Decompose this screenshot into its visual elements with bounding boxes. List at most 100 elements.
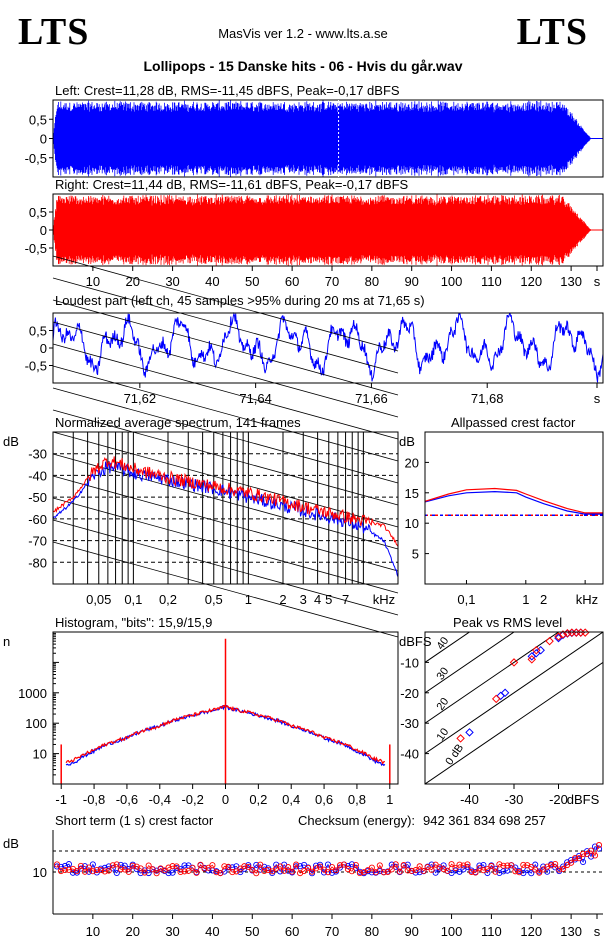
- peakrms-diagonal-label: 30: [435, 665, 452, 682]
- crest-point-right: [352, 861, 359, 869]
- histogram-xtick-label: -0,4: [149, 792, 171, 807]
- spectrum-xtick-label: 0,5: [205, 592, 223, 607]
- crest-point-right: [544, 863, 551, 870]
- crest-point-right: [277, 863, 284, 870]
- allpass-ytick-label: 20: [405, 455, 419, 470]
- crest-xtick-label: 110: [481, 924, 502, 939]
- peakrms-ytick-label: -20: [400, 686, 419, 701]
- crest-point-left: [145, 869, 152, 877]
- loudest-title: Loudest part (left ch, 45 samples >95% d…: [55, 293, 425, 308]
- crest-point-right: [241, 863, 248, 870]
- time-xtick-label: 110: [481, 274, 502, 289]
- crest-point-right: [197, 861, 204, 868]
- time-xtick-label: 70: [325, 274, 339, 289]
- time-xtick-label: 120: [520, 274, 542, 289]
- crest-point-left: [113, 869, 120, 877]
- spectrum-slope-line: [52, 519, 399, 616]
- time-xtick-label: s: [594, 274, 601, 289]
- histogram-xtick-label: -0,2: [181, 792, 203, 807]
- crest-point-right: [508, 862, 515, 869]
- peakrms-point-left: [465, 728, 474, 737]
- peakrms-point-left: [536, 645, 545, 655]
- crest-point-right: [560, 865, 567, 872]
- crest-point-right: [372, 869, 379, 876]
- crest-point-right: [524, 862, 531, 869]
- spectrum-xtick-label: 7: [342, 592, 349, 607]
- spectrum-ytick-label: -70: [28, 534, 47, 549]
- crest-point-right: [169, 863, 176, 870]
- histogram-ytick-label: 10: [33, 747, 47, 762]
- logo-right: LTS: [516, 11, 588, 53]
- spectrum-xtick-label: 0,1: [124, 592, 142, 607]
- right-channel-ytick-label: -0,5: [25, 241, 47, 256]
- right-channel-ytick-label: 0,5: [29, 205, 47, 220]
- crest-point-right: [488, 863, 495, 870]
- crest-point-left: [181, 862, 188, 869]
- spectrum-ytick-label: -30: [28, 447, 47, 462]
- allpass-series-right: [424, 487, 603, 514]
- spectrum-xtick-label: 1: [245, 592, 252, 607]
- crest-point-right: [221, 863, 228, 870]
- crest-point-right: [500, 862, 507, 869]
- crest-point-left: [245, 862, 252, 869]
- right-channel-title: Right: Crest=11,44 dB, RMS=-11,61 dBFS, …: [55, 177, 409, 192]
- crest-point-left: [293, 863, 300, 870]
- allpass-ytick-label: 5: [412, 547, 419, 562]
- crest-point-right: [428, 866, 435, 873]
- crest-point-right: [420, 867, 427, 875]
- crest-point-right: [137, 865, 144, 872]
- crest-point-right: [452, 864, 459, 871]
- spectrum-slope-line: [52, 409, 399, 506]
- crest-point-right: [336, 862, 344, 869]
- crest-point-right: [368, 864, 375, 871]
- crest-point-right: [181, 868, 188, 875]
- crest-point-left: [253, 861, 260, 868]
- peakrms-ytick-label: -40: [400, 747, 419, 762]
- crest-point-right: [193, 869, 200, 876]
- checksum-value: 942 361 834 698 257: [423, 813, 546, 828]
- crest-point-left: [237, 869, 244, 876]
- spectrum-slope-line: [52, 387, 399, 484]
- spectrum-xtick-label: 3: [300, 592, 307, 607]
- histogram-ytick-label: 100: [25, 716, 47, 731]
- crest-point-right: [65, 866, 72, 873]
- crest-point-right: [189, 864, 196, 871]
- spectrum-xtick-label: 0,2: [159, 592, 177, 607]
- crest-point-right: [340, 861, 347, 868]
- peakrms-ytick-label: -30: [400, 716, 419, 731]
- peakrms-xtick-label: dBFS: [567, 792, 600, 807]
- crest-point-right: [97, 867, 104, 874]
- spectrum-ylabel: dB: [3, 434, 19, 449]
- crest-point-right: [504, 862, 511, 869]
- crest-point-right: [516, 869, 523, 876]
- crest-point-right: [392, 861, 399, 868]
- logo-left: LTS: [18, 11, 90, 53]
- crest-point-right: [153, 870, 160, 877]
- crest-point-right: [496, 861, 503, 868]
- crest-xtick-label: 70: [325, 924, 339, 939]
- crest-point-right: [73, 868, 80, 875]
- crest-point-left: [432, 869, 439, 876]
- crest-point-left: [580, 858, 587, 866]
- crest-point-right: [492, 868, 499, 875]
- crest-point-right: [396, 868, 403, 875]
- crest-point-right: [552, 861, 559, 868]
- peakrms-point-right: [567, 628, 577, 637]
- histogram-title: Histogram, "bits": 15,9/15,9: [55, 615, 212, 630]
- allpass-ytick-label: 15: [405, 486, 419, 501]
- crest-point-right: [109, 862, 116, 869]
- time-xtick-label: 80: [365, 274, 379, 289]
- crest-point-right: [253, 870, 260, 877]
- crest-point-right: [217, 870, 224, 877]
- spectrum-slope-line: [52, 277, 399, 374]
- peakrms-diagonal-label: 10: [435, 726, 452, 743]
- crest-point-right: [57, 867, 65, 875]
- peakrms-xtick-label: -40: [460, 792, 479, 807]
- allpass-xtick-label: 1: [522, 592, 529, 607]
- crest-ytick-label: 10: [33, 865, 47, 880]
- crest-point-right: [572, 855, 579, 862]
- peakrms-xtick-label: -30: [505, 792, 524, 807]
- spectrum-ytick-label: -60: [28, 512, 47, 527]
- crest-point-right: [105, 867, 112, 874]
